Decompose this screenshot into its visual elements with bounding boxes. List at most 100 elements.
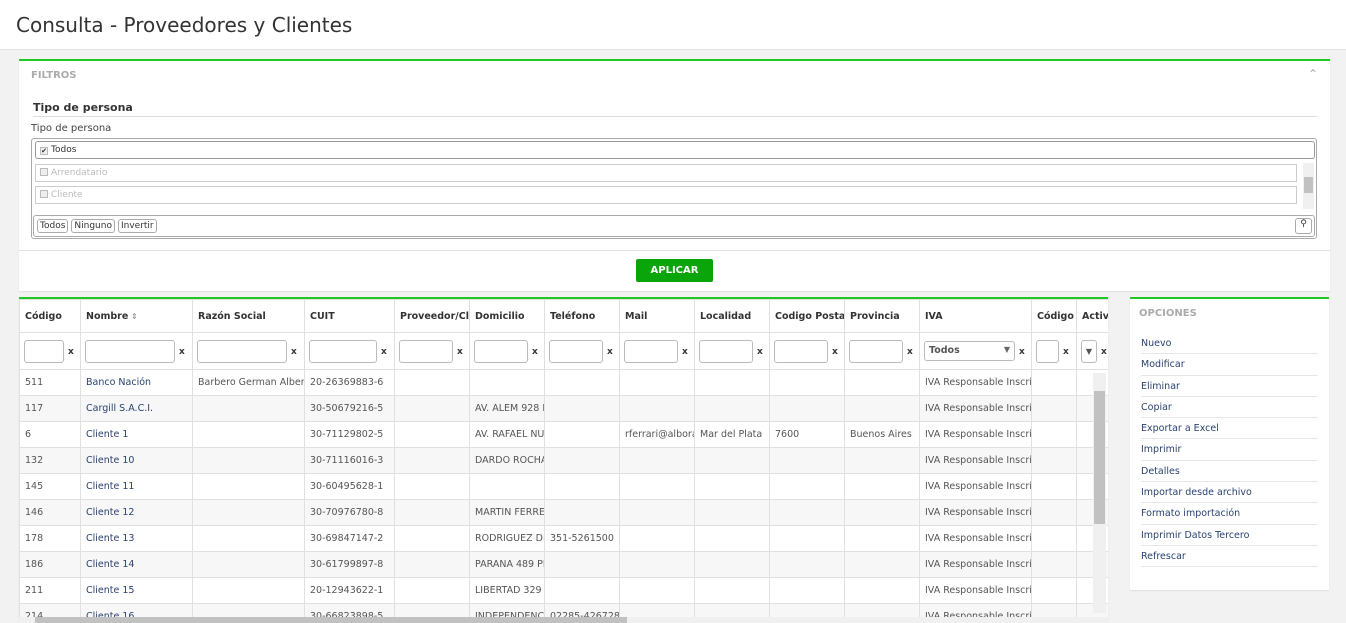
search-icon[interactable]: ⚲: [1295, 218, 1312, 234]
table-cell: [769, 447, 845, 474]
column-header[interactable]: Teléfono: [544, 299, 620, 333]
option-menu-item[interactable]: Copiar: [1141, 397, 1318, 419]
clear-filter-icon[interactable]: x: [179, 346, 185, 357]
option-menu-item[interactable]: Eliminar: [1141, 376, 1318, 397]
filter-input[interactable]: [1036, 339, 1059, 363]
column-header[interactable]: Nombre ⇕: [80, 299, 193, 333]
table-cell: Cliente 10: [80, 447, 193, 474]
filter-input[interactable]: [774, 339, 828, 363]
column-header[interactable]: IVA: [919, 299, 1032, 333]
clear-filter-icon[interactable]: x: [532, 346, 538, 357]
filter-input[interactable]: [624, 339, 678, 363]
filter-input[interactable]: [699, 339, 753, 363]
checkbox-icon[interactable]: [40, 190, 48, 198]
option-menu-item[interactable]: Imprimir: [1141, 439, 1318, 461]
column-filter: x: [304, 332, 395, 370]
filter-input[interactable]: [309, 339, 377, 363]
option-label: Arrendatario: [51, 168, 108, 178]
option-todos[interactable]: ✔ Todos: [35, 141, 1315, 159]
filter-input[interactable]: [549, 339, 603, 363]
clear-filter-icon[interactable]: x: [457, 346, 463, 357]
table-row[interactable]: 145 Cliente 11 30-60495628-1 IVA Responsabl…: [19, 473, 1108, 500]
column-header[interactable]: Mail: [619, 299, 695, 333]
table-row[interactable]: 117 Cargill S.A.C.I. 30-50679216-5 AV. ALEM…: [19, 395, 1108, 422]
clear-filter-icon[interactable]: x: [1063, 346, 1069, 357]
table-cell: [619, 577, 695, 604]
column-header[interactable]: Codigo Postal: [769, 299, 845, 333]
table-row[interactable]: 178 Cliente 13 30-69847147-2 RODRIGUEZ DE 35…: [19, 525, 1108, 552]
vertical-scrollbar[interactable]: [1093, 373, 1106, 613]
table-row[interactable]: 211 Cliente 15 20-12943622-1 LIBERTAD 329 IV…: [19, 577, 1108, 604]
filter-input[interactable]: [474, 339, 528, 363]
select-all-button[interactable]: Todos: [37, 219, 69, 233]
option-cliente[interactable]: Cliente: [35, 186, 1297, 204]
option-menu-item[interactable]: Nuevo: [1141, 333, 1318, 355]
table-cell: 30-61799897-8: [304, 551, 395, 578]
clear-filter-icon[interactable]: x: [1019, 346, 1025, 357]
table-cell: [192, 473, 305, 500]
table-cell: [619, 499, 695, 526]
invert-button[interactable]: Invertir: [117, 219, 157, 233]
table-row[interactable]: 186 Cliente 14 30-61799897-8 PARANA 489 PI I…: [19, 551, 1108, 578]
table-cell: 30-50679216-5: [304, 395, 395, 422]
clear-filter-icon[interactable]: x: [68, 346, 74, 357]
table-cell: Cliente 12: [80, 499, 193, 526]
clear-filter-icon[interactable]: x: [381, 346, 387, 357]
table-cell: 6: [19, 421, 81, 448]
column-header[interactable]: Código: [19, 299, 81, 333]
clear-filter-icon[interactable]: x: [757, 346, 763, 357]
iva-filter-select[interactable]: Todos ▼: [924, 341, 1015, 361]
table-cell: [192, 577, 305, 604]
table-cell: [694, 577, 770, 604]
filter-input[interactable]: [399, 339, 453, 363]
filter-input[interactable]: [849, 339, 903, 363]
column-label: Razón Social: [198, 310, 266, 322]
option-menu-item[interactable]: Exportar a Excel: [1141, 418, 1318, 440]
clear-filter-icon[interactable]: x: [291, 346, 297, 357]
column-header[interactable]: Domicilio: [469, 299, 545, 333]
option-menu-item[interactable]: Modificar: [1141, 354, 1318, 376]
option-menu-item[interactable]: Importar desde archivo: [1141, 482, 1318, 504]
clear-filter-icon[interactable]: x: [607, 346, 613, 357]
active-filter-select[interactable]: ▼: [1081, 339, 1097, 363]
option-arrendatario[interactable]: Arrendatario: [35, 164, 1297, 182]
table-cell: Cliente 13: [80, 525, 193, 552]
table-cell: [844, 395, 920, 422]
option-menu-item[interactable]: Refrescar: [1141, 546, 1318, 568]
apply-button[interactable]: APLICAR: [636, 259, 713, 282]
table-cell: 30-71116016-3: [304, 447, 395, 474]
table-row[interactable]: 6 Cliente 1 30-71129802-5 AV. RAFAEL NU rfer…: [19, 421, 1108, 448]
filter-input[interactable]: [85, 339, 175, 363]
column-header[interactable]: Provincia: [844, 299, 920, 333]
table-row[interactable]: 132 Cliente 10 30-71116016-3 DARDO ROCHA IVA…: [19, 447, 1108, 474]
sort-icon[interactable]: ⇕: [128, 311, 138, 321]
checkbox-checked-icon[interactable]: ✔: [40, 147, 48, 155]
filter-input[interactable]: [197, 339, 287, 363]
clear-filter-icon[interactable]: x: [907, 346, 913, 357]
horizontal-scrollbar[interactable]: [19, 617, 1108, 623]
table-row[interactable]: 511 Banco Nación Barbero German Albert 20-2…: [19, 369, 1108, 396]
option-menu-item[interactable]: Imprimir Datos Tercero: [1141, 525, 1318, 546]
column-header[interactable]: Código: [1031, 299, 1077, 333]
option-menu-item[interactable]: Detalles: [1141, 461, 1318, 483]
column-header[interactable]: Activ: [1076, 299, 1108, 333]
column-header[interactable]: Proveedor/Cli: [394, 299, 470, 333]
column-header[interactable]: CUIT: [304, 299, 395, 333]
clear-filter-icon[interactable]: x: [832, 346, 838, 357]
select-none-button[interactable]: Ninguno: [71, 219, 115, 233]
table-cell: [192, 499, 305, 526]
column-label: IVA: [925, 310, 943, 322]
options-scrollbar[interactable]: [1303, 163, 1314, 209]
filter-input[interactable]: [24, 339, 64, 363]
chevron-up-icon[interactable]: ⌃: [1307, 67, 1318, 81]
column-filter: x: [544, 332, 620, 370]
column-label: Domicilio: [475, 310, 525, 322]
checkbox-icon[interactable]: [40, 168, 48, 176]
column-header[interactable]: Localidad: [694, 299, 770, 333]
table-row[interactable]: 146 Cliente 12 30-70976780-8 MARTIN FERREY I…: [19, 499, 1108, 526]
table-cell: 30-60495628-1: [304, 473, 395, 500]
clear-filter-icon[interactable]: x: [682, 346, 688, 357]
column-header[interactable]: Razón Social: [192, 299, 305, 333]
option-menu-item[interactable]: Formato importación: [1141, 503, 1318, 525]
clear-filter-icon[interactable]: x: [1101, 346, 1107, 357]
